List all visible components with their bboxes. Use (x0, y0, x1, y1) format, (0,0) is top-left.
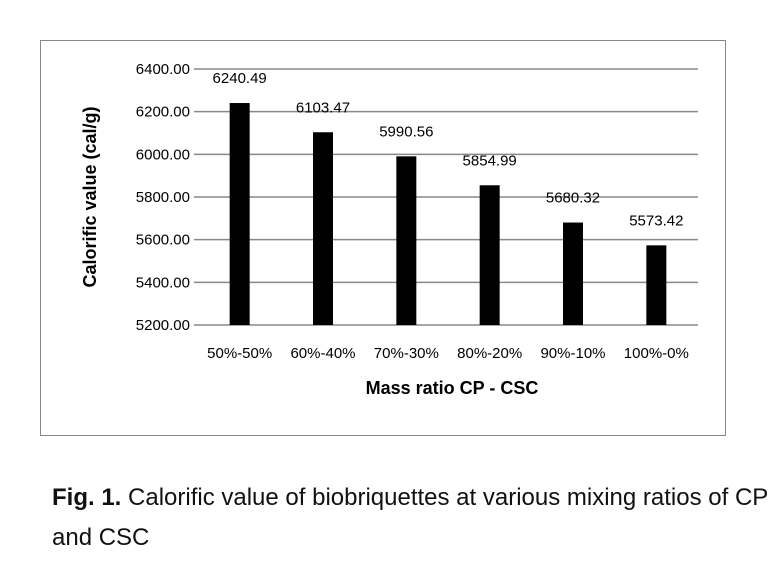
y-tick-label: 6000.00 (136, 146, 190, 163)
caption-text: Calorific value of biobriquettes at vari… (52, 484, 768, 551)
gridlines (194, 68, 698, 326)
y-tick-label: 6400.00 (136, 61, 190, 78)
data-label: 5573.42 (629, 212, 683, 229)
data-label: 5680.32 (546, 190, 600, 207)
data-label: 6240.49 (213, 70, 267, 87)
bar (479, 185, 500, 325)
y-tick-labels: 5200.00 5400.00 5600.00 5800.00 6000.00 6200.… (136, 61, 190, 334)
x-tick-label: 100%-0% (624, 345, 689, 362)
bar (396, 156, 417, 325)
x-tick-label: 90%-10% (540, 345, 605, 362)
x-tick-label: 60%-40% (290, 345, 355, 362)
bar (229, 103, 250, 325)
data-label: 5990.56 (379, 123, 433, 140)
bar-chart: 5200.00 5400.00 5600.00 5800.00 6000.00 6200.… (80, 61, 698, 398)
chart-frame (40, 40, 726, 436)
y-axis-label: Calorific value (cal/g) (80, 106, 100, 287)
bar (646, 245, 667, 325)
figure-caption: Fig. 1. Calorific value of biobriquettes… (52, 478, 768, 558)
x-axis-label: Mass ratio CP - CSC (366, 378, 539, 398)
x-tick-label: 70%-30% (374, 345, 439, 362)
bars: 6240.49 6103.47 5990.56 5854.99 5680.32 5573.… (213, 70, 683, 325)
y-tick-label: 6200.00 (136, 104, 190, 121)
x-tick-label: 80%-20% (457, 345, 522, 362)
bar (563, 222, 583, 325)
y-tick-label: 5800.00 (136, 189, 190, 206)
y-tick-label: 5400.00 (136, 274, 190, 291)
y-tick-label: 5200.00 (136, 317, 190, 334)
data-label: 6103.47 (296, 99, 350, 116)
x-tick-label: 50%-50% (207, 345, 272, 362)
bar (313, 132, 333, 325)
y-tick-label: 5600.00 (136, 232, 190, 249)
data-label: 5854.99 (463, 152, 517, 169)
x-tick-labels: 50%-50% 60%-40% 70%-30% 80%-20% 90%-10% 100%-… (207, 345, 689, 362)
caption-label: Fig. 1. (52, 484, 122, 511)
